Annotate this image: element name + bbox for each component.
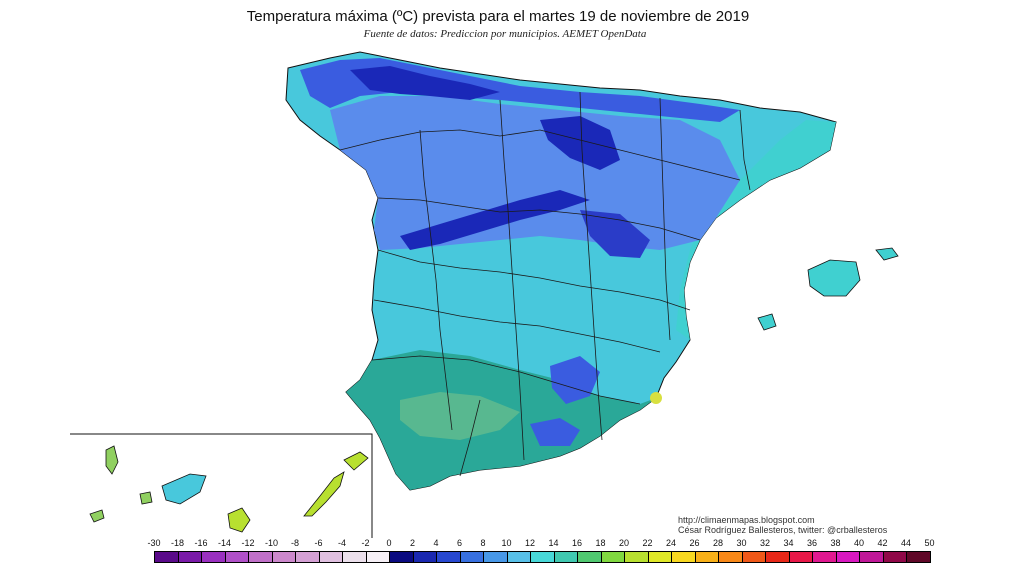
legend-swatch [413,552,437,562]
legend-label: 34 [783,538,794,548]
legend-swatch [366,552,390,562]
legend-label: 26 [689,538,700,548]
mallorca-shape [807,259,861,297]
legend-label: -6 [314,538,323,548]
legend-label: -30 [147,538,161,548]
credits: http://climaenmapas.blogspot.com César R… [678,515,887,535]
legend-label: -12 [241,538,255,548]
east-coast-zone [676,120,836,340]
legend-swatch [507,552,531,562]
legend-swatch [836,552,860,562]
legend-label: -4 [337,538,347,548]
canary-inset-frame [70,433,373,538]
legend-label: 0 [386,538,392,548]
legend-swatch [319,552,343,562]
legend-swatch [460,552,484,562]
legend-label: 18 [595,538,606,548]
lanzarote-shape [343,451,369,471]
legend-swatch [484,552,508,562]
legend-label: -2 [361,538,370,548]
sierra-nevada-cold-zone [530,418,580,446]
legend-swatch [554,552,578,562]
legend-label: 42 [877,538,888,548]
credits-author: César Rodríguez Ballesteros, twitter: @c… [678,525,888,535]
legend-swatch [742,552,766,562]
legend-label: 12 [524,538,536,548]
province-boundaries [339,91,751,477]
legend-label: 14 [548,538,559,548]
legend-label: 36 [806,538,818,548]
el-hierro-shape [89,509,105,523]
guadalquivir-warm-zone [400,392,520,440]
legend-swatch [601,552,625,562]
north-cool-zone [330,96,740,250]
legend-swatch [672,552,696,562]
legend-swatch [789,552,813,562]
legend-label: 2 [409,538,416,548]
legend-label: 4 [433,538,439,548]
legend-swatch [437,552,461,562]
credits-url: http://climaenmapas.blogspot.com [678,515,815,525]
canary-islands [89,445,369,533]
iberico-south-cold-zone [580,210,650,258]
legend-label: 6 [456,538,463,548]
legend-swatch [907,552,930,562]
legend-label: -8 [290,538,300,548]
murcia-warm-spot [650,392,662,404]
legend-label: -10 [264,538,279,548]
legend-label: 38 [830,538,841,548]
legend-swatch [202,552,226,562]
legend-swatch [648,552,672,562]
legend-label: 30 [736,538,747,548]
map-subtitle: Fuente de datos: Prediccion por municipi… [363,28,647,40]
legend-label: 40 [853,538,865,548]
legend-label: -16 [194,538,208,548]
legend-label: 16 [571,538,583,548]
legend-swatch [625,552,649,562]
legend-label: 28 [712,538,724,548]
legend-swatch [766,552,790,562]
iberian-system-cold-zone [540,116,620,170]
legend-label: 8 [480,538,486,548]
legend-label: 24 [665,538,677,548]
map-title: Temperatura máxima (ºC) prevista para el… [246,8,750,25]
legend-swatch [531,552,555,562]
legend-swatch [178,552,202,562]
ibiza-shape [757,313,777,331]
legend-swatch [883,552,907,562]
legend-label: -14 [217,538,232,548]
fuerteventura-shape [303,471,345,517]
legend-color-bar [154,551,931,563]
legend-swatch [155,552,179,562]
legend-label: 32 [759,538,771,548]
legend-swatch [343,552,367,562]
la-gomera-shape [139,491,153,505]
legend-label: 50 [924,538,935,548]
central-system-cold-zone [400,190,590,250]
menorca-shape [875,247,899,261]
color-legend: -30 -18 -16 -14 -12 -10 -8 -6 -4 -2 0 2 4 6 8 10 12 14 16 1… [146,538,936,574]
legend-swatch [719,552,743,562]
legend-swatch [225,552,249,562]
legend-swatch [695,552,719,562]
legend-label: 10 [501,538,512,548]
cantabrian-coldest-zone [350,66,500,100]
legend-swatch [578,552,602,562]
legend-swatch [860,552,884,562]
legend-label: 20 [618,538,630,548]
legend-labels: -30 -18 -16 -14 -12 -10 -8 -6 -4 -2 0 2 4 6 8 10 12 14 16 1… [146,538,936,550]
legend-label: 22 [642,538,653,548]
legend-label: -18 [170,538,185,548]
gran-canaria-shape [227,507,251,533]
legend-swatch [296,552,320,562]
legend-label: 44 [900,538,912,548]
tenerife-shape [161,473,207,505]
legend-swatch [390,552,414,562]
legend-swatch [813,552,837,562]
legend-swatch [249,552,273,562]
la-palma-shape [105,445,119,475]
legend-swatch [272,552,296,562]
